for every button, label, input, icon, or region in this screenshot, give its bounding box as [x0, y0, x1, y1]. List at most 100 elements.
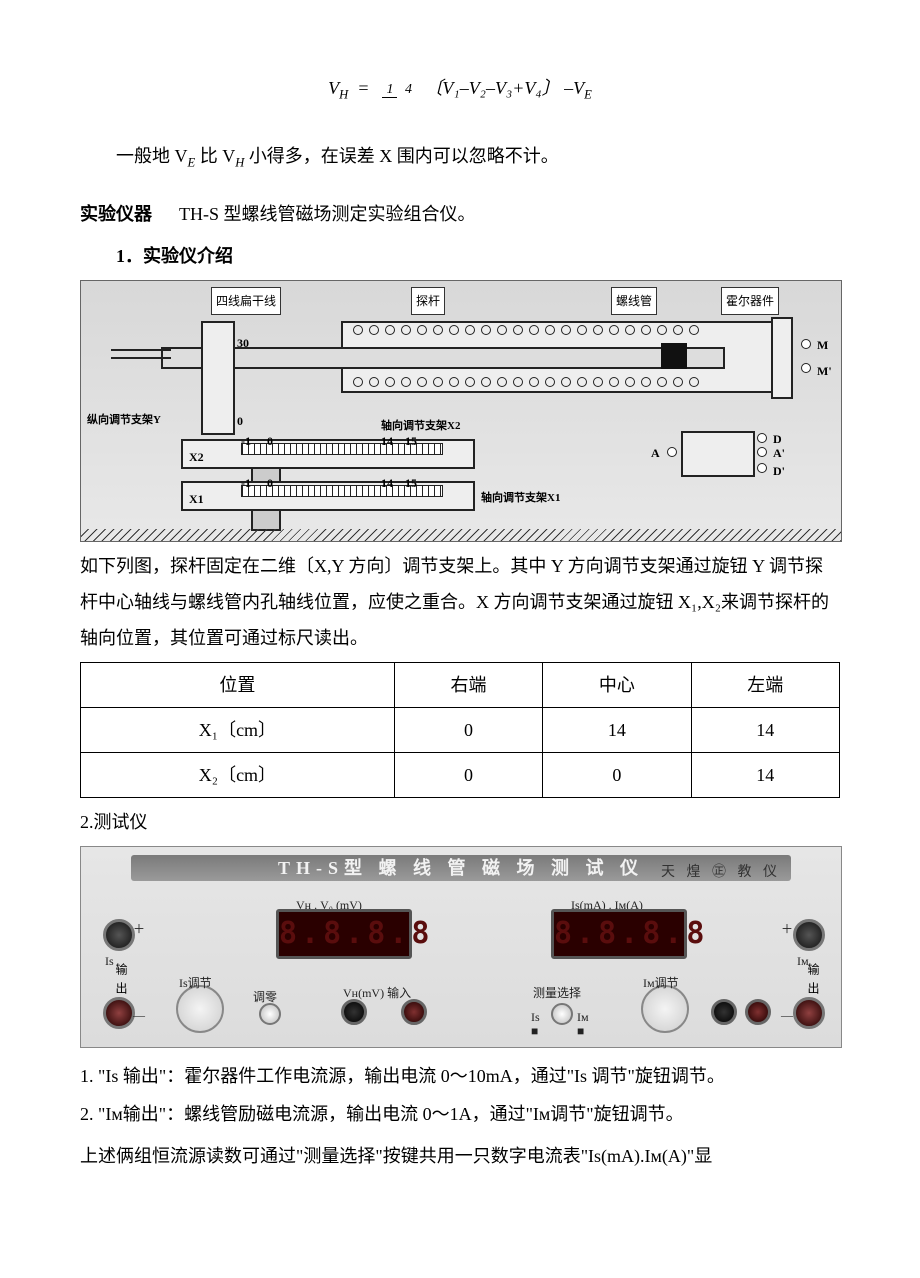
measure-select-label: 测量选择 — [533, 981, 581, 1005]
formula-terms: 〔V₁–V₂–V₃+V₄〕 — [424, 78, 559, 98]
cable-line1 — [111, 349, 171, 351]
spare-jack2[interactable] — [745, 999, 771, 1025]
instrument-label: 实验仪器 — [80, 204, 152, 224]
label-x1frame: 轴向调节支架X1 — [481, 487, 560, 509]
section-2-title: 2.测试仪 — [80, 804, 840, 840]
note-item: 1. "Is 输出"：霍尔器件工作电流源，输出电流 0～10mA，通过"Is 调… — [80, 1058, 840, 1094]
terminal-Ap — [757, 447, 767, 457]
tail-line: 上述俩组恒流源读数可通过"测量选择"按键共用一只数字电流表"Iѕ(mA).Iм(… — [80, 1138, 840, 1174]
label-Ap: A' — [773, 441, 785, 465]
terminal-Dp — [757, 463, 767, 473]
label-x2frame: 轴向调节支架X2 — [381, 415, 460, 437]
label-probe: 探杆 — [411, 287, 445, 315]
p1a: 一般地 V — [116, 146, 188, 166]
terminal-M — [801, 339, 811, 349]
cable-line2 — [111, 357, 171, 359]
th-1: 右端 — [394, 662, 542, 707]
table-header-row: 位置 右端 中心 左端 — [81, 662, 840, 707]
apparatus-diagram: 四线扁干线 探杆 螺线管 霍尔器件 M M' 30 0 纵向调节支架Y D D'… — [80, 280, 842, 542]
im-minus: — — [781, 1003, 793, 1027]
is-out-label2: 输 出 — [109, 963, 133, 996]
td: 0 — [394, 707, 542, 752]
right-display-seg: 8.8.8.8 — [554, 912, 684, 956]
position-table: 位置 右端 中心 左端 X₁〔cm〕 0 14 14 X₂〔cm〕 0 0 14 — [80, 662, 840, 798]
formula-lhs-sub: H — [339, 88, 348, 102]
zero-label: 调零 — [253, 985, 277, 1009]
th-3: 左端 — [691, 662, 839, 707]
p1-subE: E — [188, 155, 196, 169]
terminal-D — [757, 433, 767, 443]
p1-subH: H — [235, 155, 244, 169]
instrument-heading-row: 实验仪器 TH-S 型螺线管磁场测定实验组合仪。 — [80, 196, 840, 232]
connector-box — [681, 431, 755, 477]
instrument-text: TH-S 型螺线管磁场测定实验组合仪。 — [179, 204, 476, 224]
im-out-pos[interactable] — [793, 919, 825, 951]
panel-brand: 天 煌 ㊣ 教 仪 — [661, 859, 781, 887]
label-coil: 螺线管 — [611, 287, 657, 315]
td: 0 — [394, 752, 542, 797]
im-out-neg[interactable] — [793, 997, 825, 1029]
terminal-A — [667, 447, 677, 457]
tester-panel: TH-S型 螺 线 管 磁 场 测 试 仪 天 煌 ㊣ 教 仪 Vн . V₀ … — [80, 846, 842, 1048]
x1-n15: 15 — [405, 471, 417, 495]
spare-jack1[interactable] — [711, 999, 737, 1025]
td: X₁〔cm〕 — [81, 707, 395, 752]
y-frame — [201, 321, 235, 435]
td: 14 — [543, 707, 691, 752]
is-knob-label: Is调节 — [179, 971, 212, 995]
p1b: 比 V — [200, 146, 236, 166]
paragraph-diagram-desc: 如下列图，探杆固定在二维〔X,Y 方向〕调节支架上。其中 Y 方向调节支架通过旋… — [80, 548, 840, 656]
im-knob-label: Iм调节 — [643, 971, 679, 995]
formula-lhs: V — [328, 78, 339, 98]
paragraph-remark: 一般地 VE 比 VH 小得多，在误差 X 围内可以忽略不计。 — [80, 138, 840, 176]
x1-n0: 0 — [267, 471, 273, 495]
x1-n1: -1 — [241, 471, 251, 495]
ground-hatch — [81, 529, 841, 541]
label-yframe: 纵向调节支架Y — [87, 409, 161, 431]
coil-row-top — [353, 325, 699, 335]
is-out-pos[interactable] — [103, 919, 135, 951]
p1c: 小得多，在误差 X 围内可以忽略不计。 — [249, 146, 559, 166]
label-cable: 四线扁干线 — [211, 287, 281, 315]
formula-den: 4 — [401, 82, 416, 97]
end-plate — [771, 317, 793, 399]
is-minus: — — [133, 1003, 145, 1027]
td: 0 — [543, 752, 691, 797]
label-X2: X2 — [189, 445, 204, 469]
th-0: 位置 — [81, 662, 395, 707]
x2-n0: 0 — [267, 429, 273, 453]
td: X₂〔cm〕 — [81, 752, 395, 797]
meas-x1: ■ — [531, 1019, 538, 1043]
label-A: A — [651, 441, 660, 465]
measure-select-button[interactable] — [551, 1003, 573, 1025]
table-row: X₂〔cm〕 0 0 14 — [81, 752, 840, 797]
formula: VH = 1 4 〔V₁–V₂–V₃+V₄〕 –VE — [80, 70, 840, 108]
im-out-label2: 输 出 — [801, 963, 825, 996]
table-row: X₁〔cm〕 0 14 14 — [81, 707, 840, 752]
left-display: 8.8.8.8 — [276, 909, 412, 959]
notes-list: 1. "Is 输出"：霍尔器件工作电流源，输出电流 0～10mA，通过"Is 调… — [80, 1058, 840, 1132]
is-plus: ＋ — [133, 917, 145, 941]
note-item: 2. "Iм输出"：螺线管励磁电流源，输出电流 0～1A，通过"Iм调节"旋钮调… — [80, 1096, 840, 1132]
th-2: 中心 — [543, 662, 691, 707]
coil-row-bot — [353, 377, 699, 387]
terminal-Mp — [801, 363, 811, 373]
left-display-seg: 8.8.8.8 — [279, 912, 409, 956]
label-hall: 霍尔器件 — [721, 287, 779, 315]
im-plus: ＋ — [781, 917, 793, 941]
formula-tail-sub: E — [584, 88, 592, 102]
section-1-title: 1．实验仪介绍 — [80, 238, 840, 274]
right-display: 8.8.8.8 — [551, 909, 687, 959]
is-out-neg[interactable] — [103, 997, 135, 1029]
label-X1: X1 — [189, 487, 204, 511]
label-M: M — [817, 333, 828, 357]
td: 14 — [691, 752, 839, 797]
formula-tail: –V — [564, 78, 584, 98]
formula-fraction: 1 4 — [382, 82, 416, 97]
x2-n1: -1 — [241, 429, 251, 453]
td: 14 — [691, 707, 839, 752]
x1-knob[interactable] — [251, 509, 281, 531]
x1-n14: 14 — [381, 471, 393, 495]
meas-x2: ■ — [577, 1019, 584, 1043]
formula-num: 1 — [382, 82, 397, 98]
